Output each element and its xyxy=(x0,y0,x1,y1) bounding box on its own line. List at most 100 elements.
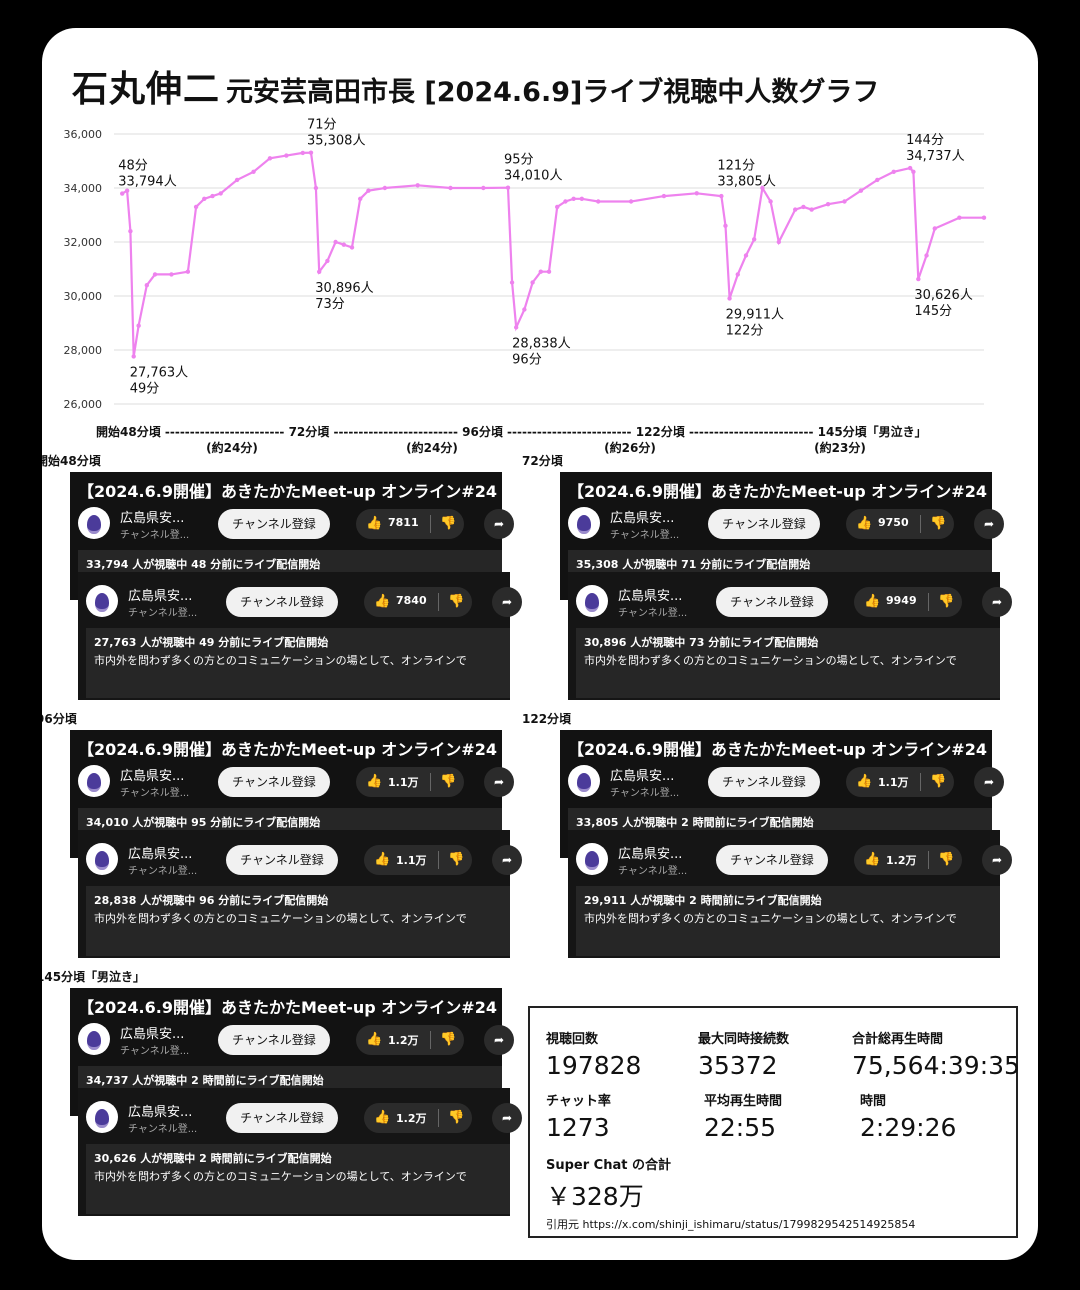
youtube-screenshot-pair: 【2024.6.9開催】あきたかたMeet-up オンライン#24 広島県安...… xyxy=(70,472,522,702)
like-count: 1.1万 xyxy=(878,776,909,789)
chart-point xyxy=(858,188,864,193)
chart-point xyxy=(760,185,765,191)
chart-point xyxy=(313,185,319,191)
subscribe-button[interactable]: チャンネル登録 xyxy=(226,1103,338,1133)
like-dislike-button[interactable]: 👍 9750 👎 xyxy=(846,509,954,539)
screenshot-time-label: 145分頃「男泣き」 xyxy=(42,970,146,984)
thumb-up-icon: 👍 xyxy=(864,594,881,609)
stat-chat-value: 1273 xyxy=(546,1113,610,1142)
like-dislike-button[interactable]: 👍 1.1万 👎 xyxy=(364,845,472,875)
like-divider xyxy=(928,593,929,611)
chart-point xyxy=(341,242,347,247)
share-icon[interactable]: ➦ xyxy=(484,767,514,797)
chart-point xyxy=(916,276,921,282)
chart-point xyxy=(907,165,913,171)
subscribe-button[interactable]: チャンネル登録 xyxy=(708,509,820,539)
timeline-gap-label: (約26分) xyxy=(604,440,656,455)
y-tick-label: 28,000 xyxy=(64,344,103,357)
annotation-value: 27,763人 xyxy=(130,365,189,380)
chart-point xyxy=(509,280,515,285)
channel-avatar xyxy=(86,585,118,617)
chart-point xyxy=(415,183,420,188)
share-icon[interactable]: ➦ xyxy=(982,587,1012,617)
chart-point xyxy=(957,215,962,220)
stat-avg: 平均再生時間 22:55 xyxy=(704,1090,782,1142)
y-tick-label: 32,000 xyxy=(64,236,103,249)
chart-point xyxy=(210,193,215,199)
thumb-down-icon: 👎 xyxy=(440,774,457,789)
thumb-up-icon: 👍 xyxy=(374,1110,391,1125)
annotation-time: 145分 xyxy=(914,304,952,319)
like-count: 1.2万 xyxy=(396,1112,427,1125)
screenshot-time-label: 122分頃 xyxy=(522,712,572,726)
stat-views: 視聴回数 197828 xyxy=(546,1028,641,1080)
like-dislike-button[interactable]: 👍 1.2万 👎 xyxy=(854,845,962,875)
chart-point xyxy=(308,150,314,155)
annotation-time: 121分 xyxy=(717,158,755,173)
infographic-card: 石丸伸二 元安芸高田市長 [2024.6.9]ライブ視聴中人数グラフ 36,000… xyxy=(42,28,1038,1260)
subscribe-button[interactable]: チャンネル登録 xyxy=(716,587,828,617)
share-icon[interactable]: ➦ xyxy=(974,767,1004,797)
chart-point xyxy=(579,196,585,201)
annotation-value: 29,911人 xyxy=(726,307,785,322)
subscribe-button[interactable]: チャンネル登録 xyxy=(218,767,330,797)
chart-point xyxy=(169,272,174,277)
subscribe-button[interactable]: チャンネル登録 xyxy=(218,1025,330,1055)
thumb-down-icon: 👎 xyxy=(440,1032,457,1047)
stat-peak-value: 35372 xyxy=(698,1051,778,1080)
share-icon[interactable]: ➦ xyxy=(492,1103,522,1133)
y-tick-label: 26,000 xyxy=(64,398,103,411)
channel-avatar xyxy=(86,843,118,875)
like-count: 1.1万 xyxy=(388,776,419,789)
share-icon[interactable]: ➦ xyxy=(484,509,514,539)
chart-point xyxy=(358,196,363,201)
like-divider xyxy=(920,773,921,791)
subscribe-button[interactable]: チャンネル登録 xyxy=(218,509,330,539)
like-dislike-button[interactable]: 👍 1.1万 👎 xyxy=(846,767,954,797)
like-divider xyxy=(430,1031,431,1049)
video-title: 【2024.6.9開催】あきたかたMeet-up オンライン#24 xyxy=(78,998,497,1017)
chart-point xyxy=(448,185,453,191)
thumb-down-icon: 👎 xyxy=(448,852,465,867)
like-divider xyxy=(438,593,439,611)
stat-views-label: 視聴回数 xyxy=(546,1032,599,1047)
viewer-count-text: 30,896 人が視聴中 73 分前にライブ配信開始 xyxy=(584,636,819,649)
video-description: 30,626 人が視聴中 2 時間前にライブ配信開始 市内外を問わず多くの方とのコ… xyxy=(86,1144,510,1214)
like-dislike-button[interactable]: 👍 1.2万 👎 xyxy=(356,1025,464,1055)
like-count: 9949 xyxy=(886,594,917,607)
like-dislike-button[interactable]: 👍 7840 👎 xyxy=(364,587,472,617)
chart-point xyxy=(723,223,728,228)
like-dislike-button[interactable]: 👍 1.2万 👎 xyxy=(364,1103,472,1133)
description-text: 市内外を問わず多くの方とのコミュニケーションの場として、オンラインで xyxy=(94,912,467,925)
subscribe-button[interactable]: チャンネル登録 xyxy=(716,845,828,875)
chart-point xyxy=(735,272,740,277)
share-icon[interactable]: ➦ xyxy=(484,1025,514,1055)
thumb-down-icon: 👎 xyxy=(938,852,955,867)
channel-subscribers: チャンネル登... xyxy=(610,530,680,541)
subscribe-button[interactable]: チャンネル登録 xyxy=(708,767,820,797)
timeline-gap-label: (約23分) xyxy=(814,440,866,455)
share-icon[interactable]: ➦ xyxy=(492,845,522,875)
viewer-count-text: 29,911 人が視聴中 2 時間前にライブ配信開始 xyxy=(584,894,822,907)
share-icon[interactable]: ➦ xyxy=(974,509,1004,539)
share-icon[interactable]: ➦ xyxy=(982,845,1012,875)
youtube-screenshot-pair: 【2024.6.9開催】あきたかたMeet-up オンライン#24 広島県安...… xyxy=(560,730,1012,960)
subscribe-button[interactable]: チャンネル登録 xyxy=(226,845,338,875)
chart-point xyxy=(694,191,699,196)
chart-point xyxy=(661,193,667,199)
like-dislike-button[interactable]: 👍 1.1万 👎 xyxy=(356,767,464,797)
share-icon[interactable]: ➦ xyxy=(492,587,522,617)
subscribe-button[interactable]: チャンネル登録 xyxy=(226,587,338,617)
viewer-count-text: 28,838 人が視聴中 96 分前にライブ配信開始 xyxy=(94,894,329,907)
like-dislike-button[interactable]: 👍 7811 👎 xyxy=(356,509,464,539)
chart-point xyxy=(193,204,199,210)
like-dislike-button[interactable]: 👍 9949 👎 xyxy=(854,587,962,617)
chart-point xyxy=(801,204,806,210)
like-divider xyxy=(438,851,439,869)
y-tick-label: 34,000 xyxy=(64,182,103,195)
stat-peak-label: 最大同時接続数 xyxy=(698,1032,790,1047)
annotation-time: 95分 xyxy=(504,153,534,168)
video-title: 【2024.6.9開催】あきたかたMeet-up オンライン#24 xyxy=(78,740,497,759)
chart-point xyxy=(571,196,576,201)
description-text: 市内外を問わず多くの方とのコミュニケーションの場として、オンラインで xyxy=(584,654,957,667)
